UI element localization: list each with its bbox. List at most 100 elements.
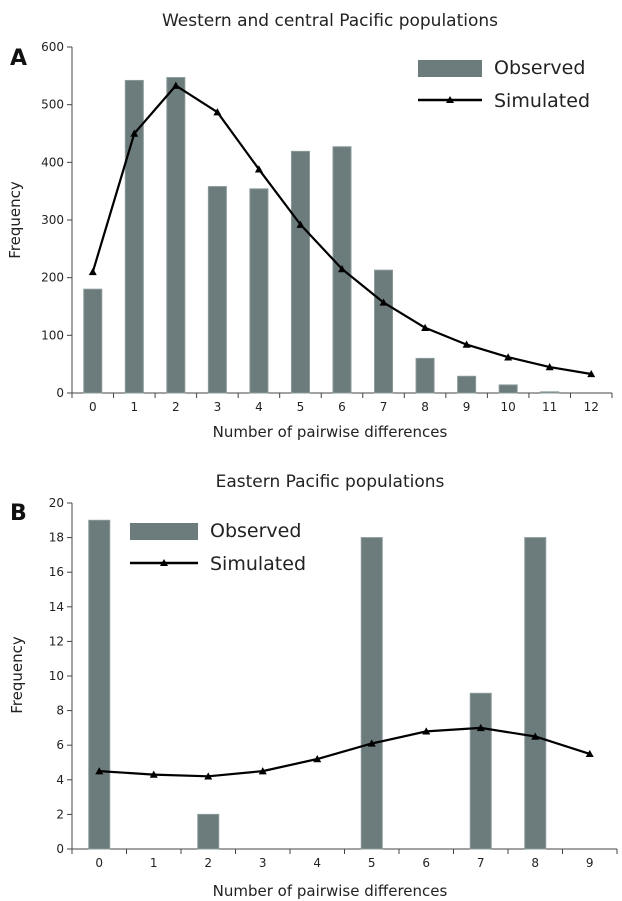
panel-a-simulated-point [545, 363, 554, 371]
panel-a-y-tick-label: 400 [41, 155, 64, 169]
panel-b-y-axis-label: Frequency [8, 636, 26, 714]
panel-b-x-tick-label: 3 [259, 856, 267, 870]
panel-a-simulated-point [587, 369, 596, 378]
panel-a-observed-bar [498, 384, 518, 394]
panel-b-simulated-point [422, 727, 431, 735]
panel-b-observed-bar [469, 692, 492, 850]
panel-b-simulated-point [204, 772, 213, 780]
panel-b-y-tick-label: 8 [56, 704, 64, 718]
panel-a-observed-bar [166, 77, 186, 394]
panel-b-simulated-line [99, 726, 591, 778]
panel-b-x-tick-label: 0 [95, 856, 103, 870]
panel-a-legend-simulated-marker [446, 96, 454, 103]
panel-b-simulated-point [149, 770, 158, 778]
panel-b-y-tick-label: 10 [49, 669, 64, 683]
panel-b-legend-observed-label: Observed [210, 520, 301, 542]
panel-a-observed-bar [457, 375, 477, 394]
panel-b-y-tick-label: 4 [56, 773, 64, 787]
panel-b-observed-bar [524, 537, 547, 850]
panel-a-title: Western and central Pacific populations [162, 11, 498, 31]
panel-a-x-tick-label: 5 [297, 400, 305, 414]
panel-b-simulated-point [585, 749, 594, 758]
panel-a-x-tick-label: 11 [542, 400, 557, 414]
panel-a-x-tick-label: 1 [130, 400, 138, 414]
panel-b-title: Eastern Pacific populations [216, 472, 445, 492]
panel-a-simulated-point [171, 81, 180, 89]
panel-a-observed-bar [290, 150, 310, 394]
panel-a-simulated-point [88, 267, 97, 276]
panel-a-simulated-point [338, 265, 346, 273]
panel-a-x-axis-label: Number of pairwise differences [213, 423, 448, 441]
panel-a-y-tick-label: 100 [41, 328, 64, 342]
panel-a-observed-bar [207, 186, 227, 394]
panel-a-observed-bar [124, 79, 144, 394]
panel-b-x-tick-label: 4 [313, 856, 321, 870]
panel-a-simulated-point [379, 298, 388, 306]
panel-a-simulated-point [296, 220, 305, 228]
panel-b-y-tick-label: 2 [56, 807, 64, 821]
panel-a-x-tick-label: 6 [338, 400, 346, 414]
panel-b-x-tick-label: 1 [150, 856, 158, 870]
panel-b-x-axis-label: Number of pairwise differences [213, 882, 448, 900]
panel-b-simulated-point [476, 723, 485, 732]
panel-b-legend-observed-swatch [130, 523, 198, 540]
panel-a-x-tick-label: 4 [255, 400, 263, 414]
panel-a-letter: A [10, 46, 27, 71]
panel-a-simulated-point [421, 323, 430, 332]
panel-b-simulated-point [367, 739, 376, 747]
panel-a-x-tick-label: 2 [172, 400, 180, 414]
panel-b-y-tick-label: 0 [56, 842, 64, 856]
panel-a-legend-observed-label: Observed [494, 57, 585, 79]
panel-b-x-tick-label: 7 [477, 856, 485, 870]
panel-b-simulated-point [531, 732, 540, 740]
panel-b-y-tick-label: 16 [49, 565, 64, 579]
panel-b-x-tick-label: 8 [531, 856, 539, 870]
panel-b-simulated-point [258, 767, 267, 775]
panel-b-y-tick-label: 20 [49, 496, 64, 510]
panel-b-x-tick-label: 2 [204, 856, 212, 870]
panel-a-observed-bar [374, 269, 394, 394]
panel-a-simulated-point [462, 340, 471, 348]
panel-b-simulated-point [95, 767, 104, 775]
panel-a-x-tick-label: 8 [421, 400, 429, 414]
panel-a-legend-observed-swatch [418, 60, 482, 77]
panel-b-simulated-point [313, 755, 322, 763]
panel-a-y-tick-label: 300 [41, 213, 64, 227]
panel-a-x-tick-label: 7 [380, 400, 388, 414]
panel-b-observed-bar [360, 537, 383, 850]
panel-a-legend-simulated-label: Simulated [494, 90, 590, 112]
panel-a-y-tick-label: 200 [41, 271, 64, 285]
panel-b-x-tick-label: 9 [586, 856, 594, 870]
panel-b-y-tick-label: 12 [49, 634, 64, 648]
panel-b-legend-simulated-marker [160, 559, 168, 566]
panel-a-observed-bar [540, 391, 560, 394]
panel-a-y-axis-label: Frequency [6, 181, 24, 259]
panel-b-letter: B [10, 501, 27, 526]
panel-b-observed-bar [197, 813, 220, 850]
panel-a-observed-bar [415, 357, 435, 394]
panel-b-y-tick-label: 14 [49, 600, 64, 614]
panel-b-legend-simulated-label: Simulated [210, 553, 306, 575]
panel-b-x-tick-label: 6 [422, 856, 430, 870]
panel-b-y-tick-label: 18 [49, 531, 64, 545]
panel-b-y-tick-label: 6 [56, 738, 64, 752]
panel-a-x-tick-label: 0 [89, 400, 97, 414]
panel-b-x-tick-label: 5 [368, 856, 376, 870]
panel-a-simulated-point [254, 165, 263, 173]
panel-a-y-tick-label: 600 [41, 40, 64, 54]
panel-a-simulated-point [130, 129, 139, 137]
panel-a-x-tick-label: 9 [463, 400, 471, 414]
panel-a-observed-bar [83, 288, 103, 394]
panel-a-simulated-point [504, 353, 513, 361]
panel-a-x-tick-label: 3 [214, 400, 222, 414]
panel-b-observed-bar [88, 519, 111, 850]
panel-a-x-tick-label: 10 [501, 400, 516, 414]
panel-a-simulated-point [213, 108, 222, 116]
panel-a-x-tick-label: 12 [584, 400, 599, 414]
panel-a-observed-bar [249, 188, 269, 394]
panel-a-y-tick-label: 0 [56, 386, 64, 400]
